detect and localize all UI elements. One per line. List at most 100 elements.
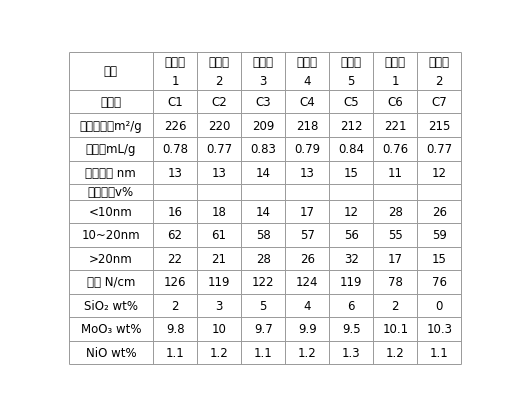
Text: 14: 14 — [255, 205, 270, 218]
Text: 119: 119 — [208, 276, 231, 289]
Text: 1.2: 1.2 — [386, 346, 405, 359]
Text: 1: 1 — [171, 75, 179, 88]
Text: 9.9: 9.9 — [298, 323, 316, 336]
Text: C4: C4 — [299, 96, 315, 109]
Text: 孔分布，v%: 孔分布，v% — [88, 186, 134, 199]
Text: 15: 15 — [344, 166, 359, 179]
Text: C3: C3 — [255, 96, 271, 109]
Text: 32: 32 — [344, 252, 359, 265]
Text: 59: 59 — [432, 229, 447, 242]
Text: 2: 2 — [435, 75, 443, 88]
Text: 122: 122 — [252, 276, 275, 289]
Text: 0.76: 0.76 — [382, 143, 408, 156]
Text: 4: 4 — [303, 299, 311, 312]
Text: 0.78: 0.78 — [162, 143, 188, 156]
Text: 1.1: 1.1 — [165, 346, 185, 359]
Text: 0.84: 0.84 — [338, 143, 364, 156]
Text: C2: C2 — [211, 96, 227, 109]
Text: 编号: 编号 — [104, 65, 118, 78]
Text: 221: 221 — [384, 119, 406, 133]
Text: C7: C7 — [431, 96, 447, 109]
Text: 57: 57 — [300, 229, 315, 242]
Text: 12: 12 — [432, 166, 447, 179]
Text: 28: 28 — [256, 252, 270, 265]
Text: 孔容，mL/g: 孔容，mL/g — [86, 143, 136, 156]
Text: 16: 16 — [168, 205, 183, 218]
Text: 1.1: 1.1 — [430, 346, 449, 359]
Text: 5: 5 — [347, 75, 355, 88]
Text: 对比例: 对比例 — [385, 56, 406, 69]
Text: >20nm: >20nm — [89, 252, 133, 265]
Text: NiO wt%: NiO wt% — [85, 346, 136, 359]
Text: 10~20nm: 10~20nm — [82, 229, 140, 242]
Text: 2: 2 — [391, 299, 399, 312]
Text: 119: 119 — [340, 276, 362, 289]
Text: 5: 5 — [260, 299, 267, 312]
Text: 实施例: 实施例 — [253, 56, 273, 69]
Text: 124: 124 — [296, 276, 318, 289]
Text: 17: 17 — [300, 205, 315, 218]
Text: 1.2: 1.2 — [210, 346, 229, 359]
Text: 1.3: 1.3 — [342, 346, 360, 359]
Text: 78: 78 — [388, 276, 403, 289]
Text: 0.83: 0.83 — [250, 143, 276, 156]
Text: SiO₂ wt%: SiO₂ wt% — [84, 299, 138, 312]
Text: 10.1: 10.1 — [382, 323, 408, 336]
Text: 61: 61 — [211, 229, 226, 242]
Text: 218: 218 — [296, 119, 318, 133]
Text: 1.2: 1.2 — [298, 346, 316, 359]
Text: 26: 26 — [432, 205, 447, 218]
Text: 可见孔径 nm: 可见孔径 nm — [85, 166, 136, 179]
Text: 126: 126 — [164, 276, 186, 289]
Text: 实施例: 实施例 — [297, 56, 317, 69]
Text: MoO₃ wt%: MoO₃ wt% — [81, 323, 141, 336]
Text: 2: 2 — [216, 75, 223, 88]
Text: 3: 3 — [216, 299, 223, 312]
Text: 9.8: 9.8 — [166, 323, 185, 336]
Text: 实施例: 实施例 — [341, 56, 362, 69]
Text: 76: 76 — [432, 276, 447, 289]
Text: 212: 212 — [340, 119, 362, 133]
Text: C1: C1 — [167, 96, 183, 109]
Text: 实施例: 实施例 — [164, 56, 186, 69]
Text: 28: 28 — [388, 205, 403, 218]
Text: 21: 21 — [211, 252, 226, 265]
Text: 13: 13 — [300, 166, 315, 179]
Text: 226: 226 — [164, 119, 186, 133]
Text: 58: 58 — [256, 229, 270, 242]
Text: 0.77: 0.77 — [426, 143, 452, 156]
Text: 6: 6 — [347, 299, 355, 312]
Text: 56: 56 — [344, 229, 359, 242]
Text: 12: 12 — [344, 205, 359, 218]
Text: C5: C5 — [343, 96, 359, 109]
Text: 18: 18 — [211, 205, 226, 218]
Text: 215: 215 — [428, 119, 450, 133]
Text: 22: 22 — [168, 252, 183, 265]
Text: 13: 13 — [168, 166, 183, 179]
Text: 0.79: 0.79 — [294, 143, 320, 156]
Text: 强度 N/cm: 强度 N/cm — [87, 276, 135, 289]
Text: 0.77: 0.77 — [206, 143, 232, 156]
Text: C6: C6 — [387, 96, 403, 109]
Text: <10nm: <10nm — [89, 205, 133, 218]
Text: 26: 26 — [300, 252, 315, 265]
Text: 3: 3 — [260, 75, 267, 88]
Text: 1: 1 — [391, 75, 399, 88]
Text: 10.3: 10.3 — [427, 323, 452, 336]
Text: 0: 0 — [436, 299, 443, 312]
Text: 220: 220 — [208, 119, 230, 133]
Text: 实施例: 实施例 — [208, 56, 230, 69]
Text: 209: 209 — [252, 119, 275, 133]
Text: 9.5: 9.5 — [342, 323, 360, 336]
Text: 17: 17 — [388, 252, 403, 265]
Text: 15: 15 — [432, 252, 447, 265]
Text: 比表面积，m²/g: 比表面积，m²/g — [80, 119, 142, 133]
Text: 10: 10 — [211, 323, 226, 336]
Text: 62: 62 — [168, 229, 183, 242]
Text: 9.7: 9.7 — [254, 323, 272, 336]
Text: 4: 4 — [303, 75, 311, 88]
Text: 催化剂: 催化剂 — [100, 96, 121, 109]
Text: 14: 14 — [255, 166, 270, 179]
Text: 对比例: 对比例 — [429, 56, 450, 69]
Text: 11: 11 — [388, 166, 403, 179]
